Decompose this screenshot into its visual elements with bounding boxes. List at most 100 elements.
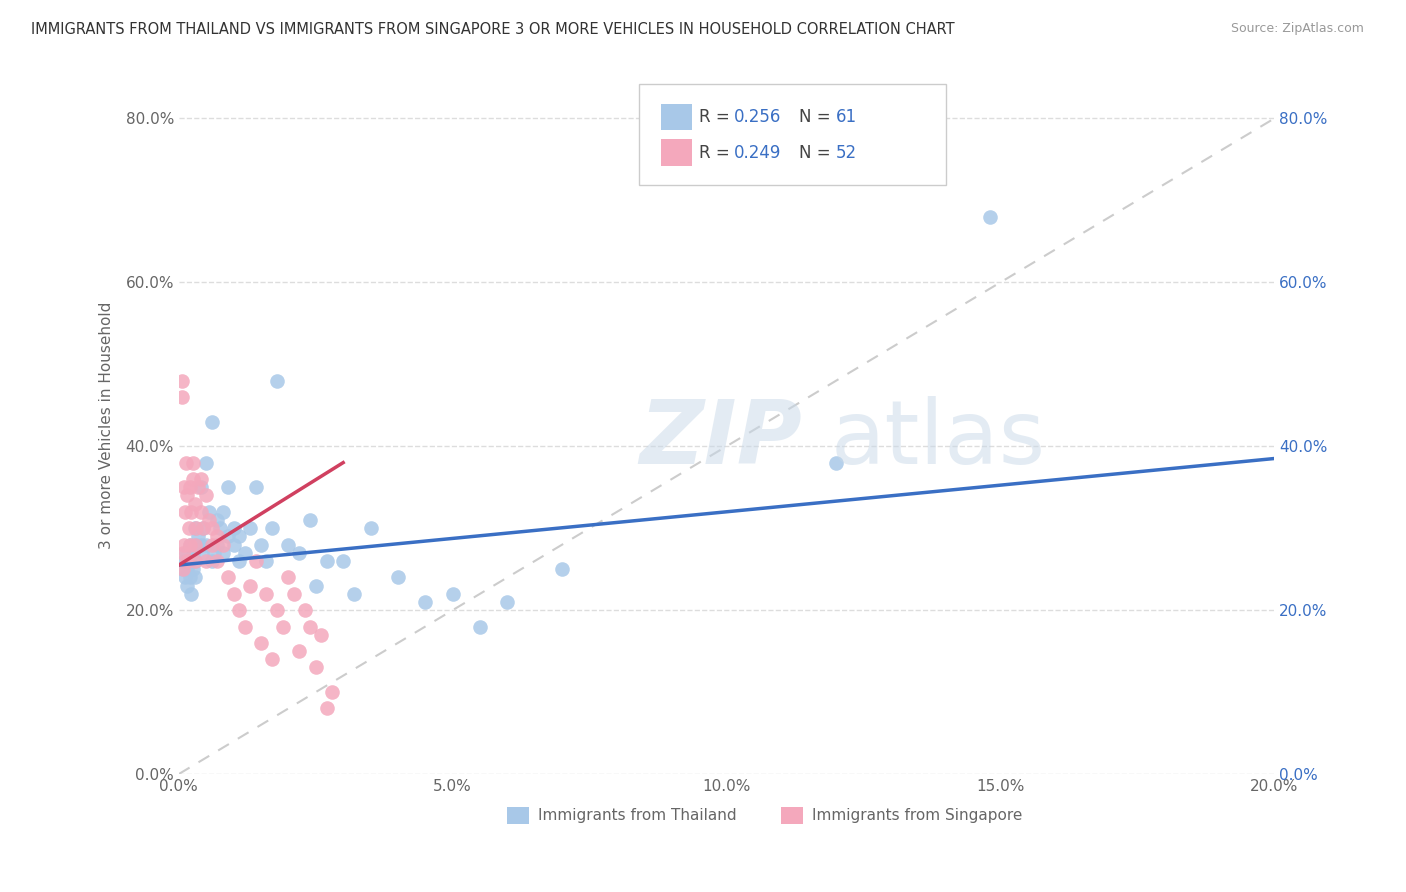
Point (174, 505, 197, 519)
Point (191, 546, 214, 560)
Point (205, 529, 228, 543)
Point (190, 505, 212, 519)
Point (176, 578, 198, 592)
Point (250, 636, 273, 650)
Point (321, 685, 343, 699)
Point (174, 570, 197, 584)
Point (184, 554, 207, 568)
Point (173, 480, 195, 494)
Point (170, 374, 193, 388)
Point (180, 587, 202, 601)
Point (184, 554, 207, 568)
Point (294, 603, 316, 617)
Point (315, 701, 337, 715)
Text: Immigrants from Singapore: Immigrants from Singapore (813, 807, 1022, 822)
Point (217, 480, 239, 494)
Point (239, 578, 262, 592)
Text: IMMIGRANTS FROM THAILAND VS IMMIGRANTS FROM SINGAPORE 3 OR MORE VEHICLES IN HOUS: IMMIGRANTS FROM THAILAND VS IMMIGRANTS F… (31, 22, 955, 37)
Point (184, 497, 207, 511)
Point (179, 570, 201, 584)
Point (176, 554, 198, 568)
Point (174, 456, 197, 470)
Point (205, 537, 228, 551)
Point (184, 537, 207, 551)
Point (441, 587, 464, 601)
Point (266, 374, 288, 388)
Bar (508, 806, 530, 824)
Point (176, 562, 198, 576)
Point (190, 480, 212, 494)
Bar (661, 103, 692, 130)
Text: 52: 52 (837, 144, 858, 161)
Text: N =: N = (799, 108, 835, 126)
Point (256, 554, 278, 568)
Point (176, 488, 198, 502)
Point (305, 578, 328, 592)
Point (979, 210, 1001, 224)
Point (198, 505, 221, 519)
Point (271, 619, 294, 633)
Point (228, 603, 250, 617)
Point (205, 554, 228, 568)
Point (187, 480, 209, 494)
Point (239, 521, 262, 535)
Point (184, 521, 207, 535)
Point (172, 562, 194, 576)
Point (283, 587, 305, 601)
Point (260, 521, 283, 535)
Point (181, 456, 204, 470)
Point (266, 603, 288, 617)
Point (343, 587, 366, 601)
Point (315, 554, 337, 568)
Point (256, 587, 278, 601)
Point (201, 521, 224, 535)
Point (217, 529, 239, 543)
Point (250, 537, 273, 551)
Point (228, 554, 250, 568)
Point (468, 619, 491, 633)
Point (187, 529, 209, 543)
Text: Immigrants from Thailand: Immigrants from Thailand (538, 807, 737, 822)
Point (190, 472, 212, 486)
Point (208, 521, 231, 535)
Point (211, 546, 233, 560)
Text: R =: R = (699, 144, 735, 161)
Point (181, 472, 204, 486)
Point (496, 595, 519, 609)
Bar (782, 806, 803, 824)
Point (195, 554, 218, 568)
Point (179, 537, 201, 551)
Text: Source: ZipAtlas.com: Source: ZipAtlas.com (1230, 22, 1364, 36)
Point (205, 513, 228, 527)
Point (195, 537, 218, 551)
Point (245, 554, 267, 568)
Point (172, 390, 194, 404)
Point (204, 546, 226, 560)
Point (228, 529, 250, 543)
Point (222, 587, 245, 601)
Point (245, 480, 267, 494)
Bar (661, 139, 692, 166)
Point (173, 537, 195, 551)
Point (193, 521, 215, 535)
Point (177, 554, 200, 568)
Point (211, 537, 233, 551)
Text: ZIP: ZIP (638, 396, 801, 483)
Point (190, 537, 212, 551)
Point (181, 562, 204, 576)
Y-axis label: 3 or more Vehicles in Household: 3 or more Vehicles in Household (100, 302, 114, 549)
Text: 61: 61 (837, 108, 858, 126)
Point (305, 660, 328, 674)
Point (174, 546, 197, 560)
Point (288, 644, 311, 658)
Point (180, 505, 202, 519)
Text: R =: R = (699, 108, 735, 126)
FancyBboxPatch shape (638, 85, 946, 186)
Point (277, 570, 299, 584)
Point (825, 456, 848, 470)
Point (179, 480, 201, 494)
Point (288, 546, 311, 560)
Point (233, 619, 256, 633)
Point (184, 570, 207, 584)
Point (198, 513, 221, 527)
